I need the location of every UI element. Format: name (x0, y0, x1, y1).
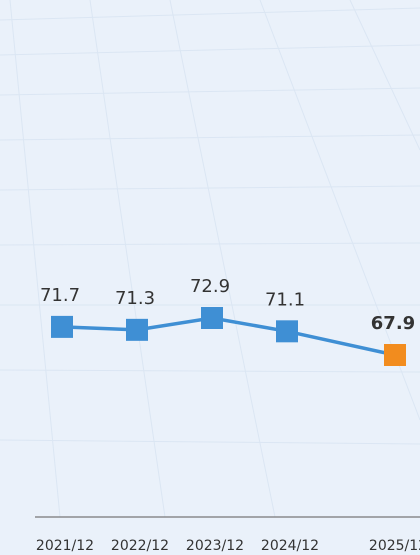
data-marker (126, 318, 148, 341)
data-marker (201, 307, 223, 329)
x-tick-label: 2024/12 (261, 538, 319, 554)
data-marker (276, 320, 298, 343)
x-tick-label: 2022/12 (111, 538, 169, 554)
data-label: 72.9 (190, 276, 230, 297)
data-label: 71.3 (115, 288, 155, 309)
data-marker (384, 344, 406, 366)
data-label: 71.7 (40, 285, 80, 306)
data-line (61, 316, 396, 357)
x-tick-label: 2021/12 (36, 538, 94, 554)
background-grid (0, 0, 420, 518)
x-tick-label: 2025/12 (369, 538, 420, 554)
data-label: 71.1 (265, 289, 305, 310)
data-marker (51, 315, 73, 338)
data-label: 67.9 (371, 313, 415, 334)
x-tick-label: 2023/12 (186, 538, 244, 554)
